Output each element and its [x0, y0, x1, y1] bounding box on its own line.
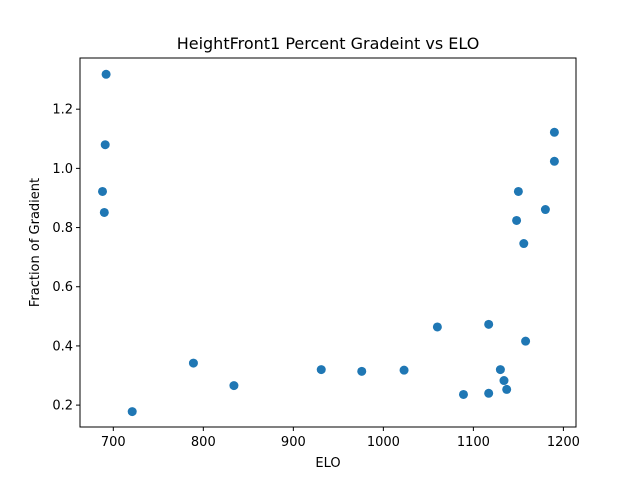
data-point: [495, 365, 505, 375]
x-tick-label: 900: [281, 435, 306, 450]
data-point: [316, 365, 326, 375]
data-points: [98, 69, 559, 417]
x-axis-label: ELO: [315, 456, 340, 471]
y-tick-label: 0.6: [52, 280, 73, 295]
y-axis-label: Fraction of Gradient: [28, 178, 43, 307]
data-point: [357, 366, 367, 376]
y-tick-label: 1.0: [52, 162, 73, 177]
data-point: [432, 322, 442, 332]
x-tick-label: 1200: [547, 435, 580, 450]
data-point: [399, 365, 409, 375]
x-tick-label: 1000: [367, 435, 400, 450]
data-point: [98, 186, 108, 196]
data-point: [513, 186, 523, 196]
y-tick-label: 1.2: [52, 103, 73, 118]
data-point: [502, 384, 512, 394]
chart-title: HeightFront1 Percent Gradeint vs ELO: [177, 34, 480, 53]
x-tick-label: 1100: [457, 435, 490, 450]
data-point: [499, 376, 509, 386]
y-axis-ticks: 0.2 0.4 0.6 0.8 1.0 1.2: [52, 103, 80, 414]
data-point: [127, 407, 137, 417]
data-point: [519, 239, 529, 249]
data-point: [484, 388, 494, 398]
data-point: [540, 205, 550, 215]
data-point: [484, 319, 494, 329]
data-point: [549, 156, 559, 166]
x-tick-label: 800: [191, 435, 216, 450]
data-point: [99, 207, 109, 217]
y-tick-label: 0.8: [52, 221, 73, 236]
data-point: [188, 358, 198, 368]
data-point: [521, 336, 531, 346]
data-point: [100, 140, 110, 150]
y-tick-label: 0.2: [52, 399, 73, 414]
data-point: [101, 69, 111, 79]
data-point: [549, 127, 559, 137]
x-axis-ticks: 700 800 900 1000 1100 1200: [101, 427, 580, 450]
data-point: [229, 381, 239, 391]
plot-area-frame: [79, 57, 577, 428]
x-tick-label: 700: [101, 435, 126, 450]
data-point: [458, 389, 468, 399]
y-tick-label: 0.4: [52, 339, 73, 354]
data-point: [512, 215, 522, 225]
